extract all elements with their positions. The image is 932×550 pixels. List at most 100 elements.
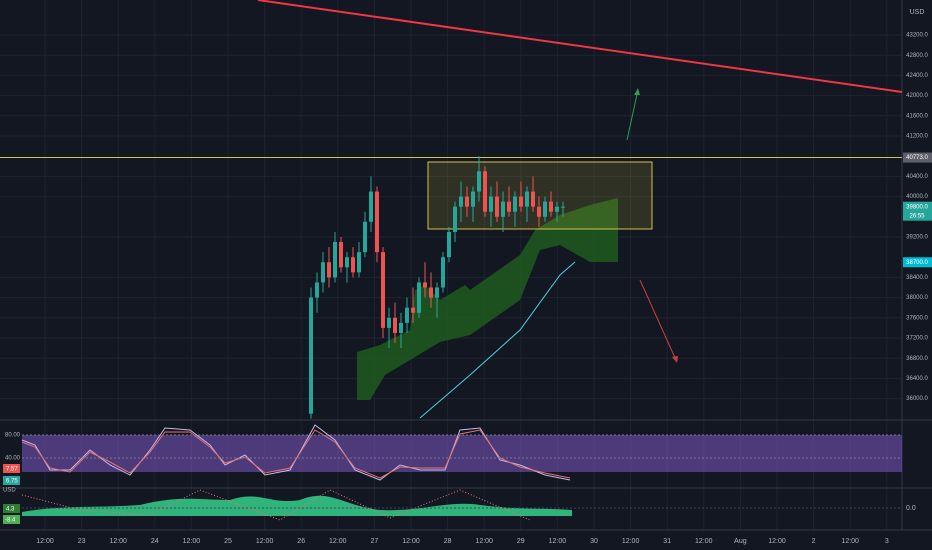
x-tick-label: 12:00 [622, 538, 640, 545]
currency-label: USD [910, 9, 925, 16]
y-tick-label: 37600.0 [906, 315, 928, 321]
y-tick-label: 42400.0 [906, 73, 928, 79]
x-tick-label: 31 [663, 538, 671, 545]
candle-body [513, 196, 517, 212]
rsi-tag: 6.75 [6, 479, 18, 485]
x-tick-label: 12:00 [768, 538, 786, 545]
candle-body [423, 282, 427, 288]
y-tick-label: 41200.0 [906, 134, 928, 140]
x-tick-label: 12:00 [549, 538, 567, 545]
candle-body [357, 252, 361, 273]
candle-body [549, 201, 553, 212]
x-tick-label: 12:00 [402, 538, 420, 545]
y-tick-label: 42800.0 [906, 53, 928, 59]
candle-body [339, 242, 343, 268]
candle-body [531, 191, 535, 207]
x-tick-label: 25 [224, 538, 232, 545]
y-tick-label: 36400.0 [906, 376, 928, 382]
candle-body [333, 242, 337, 278]
candle-body [369, 191, 373, 222]
macd-tag: 4.3 [6, 507, 15, 513]
candle-body [465, 196, 469, 207]
candle-body [453, 206, 457, 232]
y-tick-label: 36000.0 [906, 396, 928, 402]
x-tick-label: 12:00 [256, 538, 274, 545]
y-tick-label: 40400.0 [906, 174, 928, 180]
x-tick-label: 12:00 [841, 538, 859, 545]
y-tick-label: 40000.0 [906, 194, 928, 200]
arrow-head [634, 88, 640, 95]
candle-body [387, 317, 391, 328]
macd-histogram [22, 495, 572, 516]
rsi-tag: 7.57 [6, 467, 18, 473]
price-tag [903, 257, 932, 268]
x-tick-label: 12:00 [329, 538, 347, 545]
price-tag [903, 152, 932, 163]
x-tick-label: 12:00 [36, 538, 54, 545]
y-tick-label: 37200.0 [906, 336, 928, 342]
price-tag [903, 201, 932, 221]
candle-body [489, 196, 493, 212]
candle-body [417, 282, 421, 313]
candle-body [555, 206, 559, 212]
x-tick-label: 24 [151, 538, 159, 545]
candle-body [537, 206, 541, 217]
candle-body [399, 322, 403, 333]
macd-tag: -8.4 [5, 518, 16, 524]
candle-body [495, 196, 499, 217]
y-tick-label: 38000.0 [906, 295, 928, 301]
candle-body [501, 201, 505, 217]
candle-body [525, 191, 529, 207]
candle-body [519, 196, 523, 207]
rsi-tick-label: 40.00 [5, 456, 21, 462]
x-tick-label: 12:00 [109, 538, 127, 545]
y-tick-label: 39200.0 [906, 235, 928, 241]
tag [3, 476, 20, 485]
y-tick-label: 43200.0 [906, 33, 928, 39]
range-box[interactable] [427, 161, 653, 230]
price-tag-label: 40773.0 [906, 155, 928, 161]
candle-body [429, 287, 433, 298]
candle-body [447, 231, 451, 258]
x-tick-label: 12:00 [695, 538, 713, 545]
tag [3, 515, 20, 524]
macd-unit: USD [3, 488, 16, 494]
candle-body [345, 257, 349, 268]
x-tick-label: 23 [78, 538, 86, 545]
x-tick-label: 12:00 [183, 538, 201, 545]
candle-body [507, 201, 511, 212]
cloud [357, 198, 618, 400]
rsi-signal [21, 429, 571, 479]
tag [3, 464, 20, 473]
candle-body [363, 221, 367, 253]
rsi-tick-label: 80.00 [5, 433, 21, 439]
candle-body [411, 307, 415, 313]
candle-body [483, 171, 487, 212]
x-tick-label: 3 [885, 538, 889, 545]
candle-body [459, 196, 463, 207]
x-tick-label: 27 [371, 538, 379, 545]
y-tick-label: 38400.0 [906, 275, 928, 281]
arrow-up[interactable] [626, 89, 639, 141]
candle-body [435, 287, 439, 298]
tag [3, 504, 20, 513]
arrow-head [672, 356, 678, 363]
trend-line[interactable] [257, 0, 903, 93]
arrow-down[interactable] [639, 279, 677, 361]
candle-body [327, 262, 331, 278]
moving-average [419, 261, 576, 419]
x-tick-label: 28 [444, 538, 452, 545]
x-tick-label: 12:00 [475, 538, 493, 545]
x-tick-label: 2 [812, 538, 816, 545]
candle-body [321, 262, 325, 283]
y-tick-label: 41600.0 [906, 113, 928, 119]
candle-body [351, 257, 355, 273]
macd-tick: 0.0 [906, 505, 916, 512]
x-tick-label: 30 [590, 538, 598, 545]
x-tick-label: 26 [297, 538, 305, 545]
candle-body [315, 282, 319, 298]
candle-body [477, 171, 481, 192]
price-tag-label: 39800.0 [906, 204, 928, 210]
rsi-band [22, 435, 902, 472]
